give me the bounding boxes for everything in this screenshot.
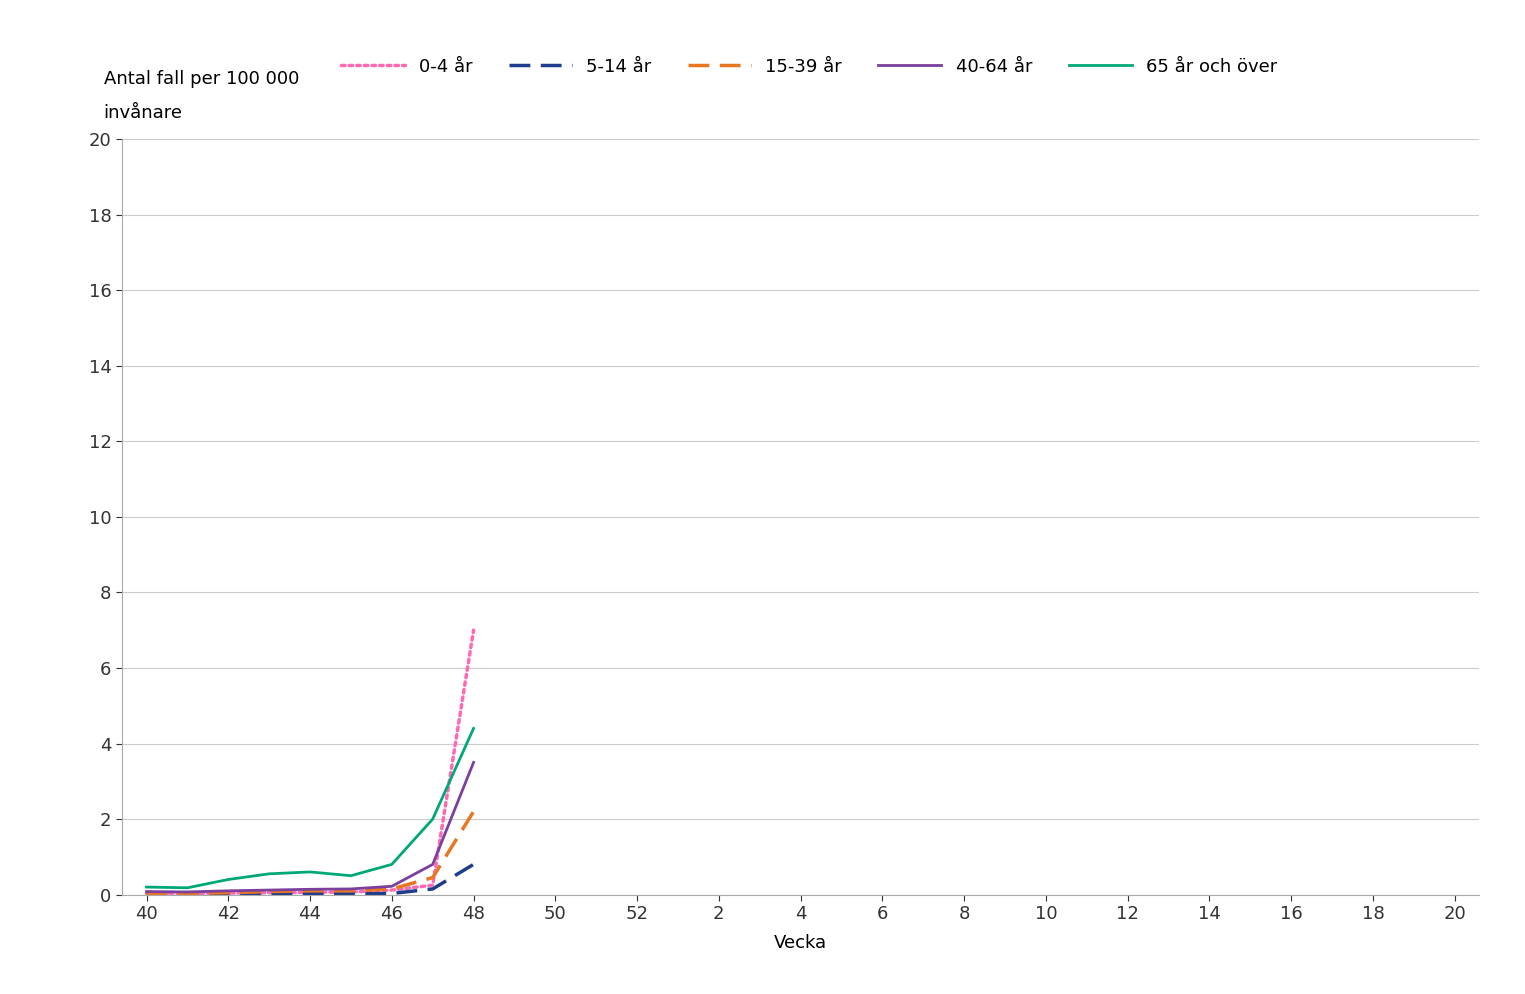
Legend: 0-4 år, 5-14 år, 15-39 år, 40-64 år, 65 år och över: 0-4 år, 5-14 år, 15-39 år, 40-64 år, 65 …: [342, 58, 1278, 76]
Text: Antal fall per 100 000: Antal fall per 100 000: [104, 70, 299, 87]
X-axis label: Vecka: Vecka: [775, 934, 827, 952]
Text: invånare: invånare: [104, 104, 183, 122]
